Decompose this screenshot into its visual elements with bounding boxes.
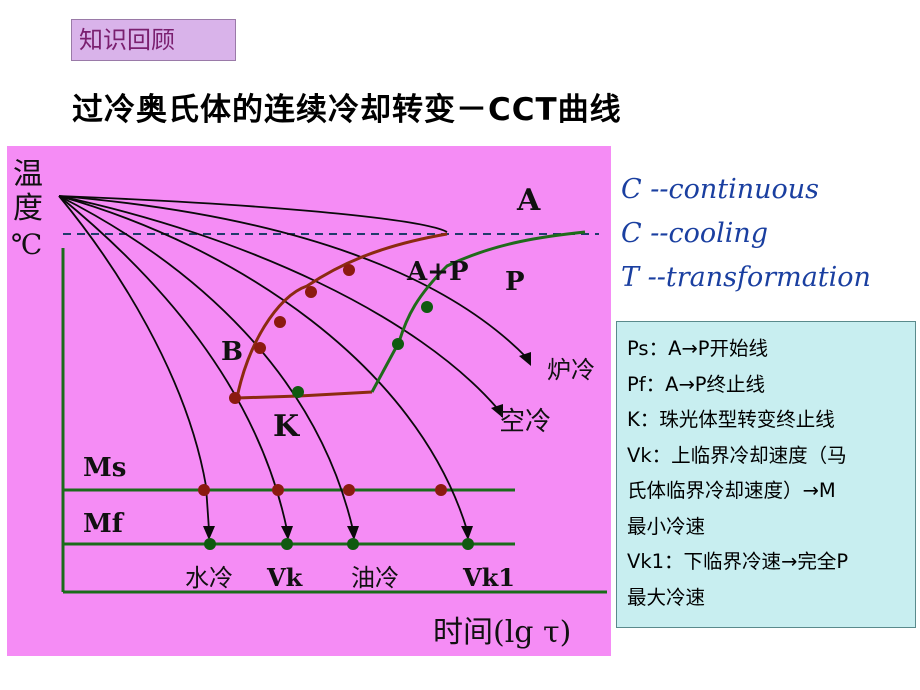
- definition-pf: Pf：A→P终止线: [627, 372, 766, 396]
- label-vk: Vk: [266, 563, 304, 592]
- dot-mf-water: [204, 538, 216, 550]
- definition-vk-1: Vk：上临界冷却速度（马: [627, 443, 847, 467]
- label-vk1: Vk1: [462, 563, 515, 592]
- label-mf: Mf: [83, 509, 125, 539]
- label-b: B: [221, 337, 243, 367]
- dot-ms-oil: [343, 484, 355, 496]
- ctt-word-transformation: --transformation: [647, 262, 871, 293]
- definitions-box: Ps：A→P开始线 Pf：A→P终止线 K：珠光体型转变终止线 Vk：上临界冷却…: [616, 321, 916, 628]
- cooling-curve-vk1: [58, 195, 468, 531]
- page-title: 过冷奥氏体的连续冷却转变－CCT曲线: [72, 92, 622, 128]
- arrow-oil: [347, 526, 359, 540]
- label-k: K: [273, 409, 300, 444]
- dot-k-2: [292, 386, 304, 398]
- dot-ps-1: [343, 264, 355, 276]
- ctt-word-continuous: --continuous: [650, 174, 820, 205]
- dot-k-1: [229, 392, 241, 404]
- definition-k: K：珠光体型转变终止线: [627, 408, 835, 431]
- cct-diagram: 温 度 ℃ A A+P P B K Ms Mf 炉冷 空冷 水冷 Vk 油冷 V…: [7, 146, 611, 656]
- dot-mf-vk1: [462, 538, 474, 550]
- cct-svg: 温 度 ℃ A A+P P B K Ms Mf 炉冷 空冷 水冷 Vk 油冷 V…: [11, 157, 607, 650]
- definition-ps: Ps：A→P开始线: [627, 337, 769, 360]
- dot-mf-oil: [347, 538, 359, 550]
- label-air: 空冷: [499, 407, 551, 437]
- k-line: [236, 390, 373, 400]
- arrow-vk1: [461, 526, 473, 540]
- label-oil: 油冷: [351, 564, 399, 592]
- dot-pf-2: [392, 338, 404, 350]
- ps-line: [235, 232, 448, 399]
- cooling-curve-air: [58, 195, 498, 409]
- arrow-water: [203, 526, 215, 540]
- label-ms: Ms: [83, 453, 126, 483]
- definition-vk1-2: 最大冷速: [627, 585, 706, 609]
- ctt-letter-t: T: [621, 262, 640, 293]
- label-water: 水冷: [185, 564, 233, 592]
- section-tag: 知识回顾: [71, 19, 236, 61]
- label-ap: A+P: [406, 257, 469, 287]
- arrow-furnace: [519, 352, 531, 366]
- arrow-vk: [281, 526, 293, 540]
- label-furnace: 炉冷: [547, 356, 595, 384]
- definition-vk-3: 最小冷速: [627, 514, 706, 538]
- ctt-row-cooling: C --cooling: [621, 212, 871, 256]
- ctt-word-cooling: --cooling: [650, 218, 769, 249]
- label-p: P: [505, 267, 525, 297]
- y-label-1: 温: [13, 157, 43, 192]
- dot-ms-vk: [272, 484, 284, 496]
- y-label-3: ℃: [11, 228, 42, 261]
- cooling-curve-upper: [58, 195, 448, 233]
- ctt-letter-c1: C: [621, 174, 642, 205]
- ctt-row-continuous: C --continuous: [621, 168, 871, 212]
- cooling-curve-vk: [58, 195, 288, 531]
- x-axis-label: 时间(lg τ): [433, 615, 571, 650]
- label-a: A: [516, 183, 541, 218]
- dot-ms-vk1: [435, 484, 447, 496]
- dot-ps-4: [254, 342, 266, 354]
- definition-vk1-1: Vk1：下临界冷速→完全P: [627, 550, 849, 573]
- dot-ps-3: [274, 316, 286, 328]
- ctt-row-transformation: T --transformation: [621, 256, 871, 300]
- y-label-2: 度: [13, 191, 43, 226]
- ctt-explanation: C --continuous C --cooling T --transform…: [621, 168, 871, 300]
- arrow-air: [491, 404, 503, 418]
- dot-pf-1: [421, 301, 433, 313]
- dot-mf-vk: [281, 538, 293, 550]
- dot-ms-water: [198, 484, 210, 496]
- ctt-letter-c2: C: [621, 218, 642, 249]
- cooling-curve-water: [58, 195, 210, 531]
- dot-ps-2: [305, 286, 317, 298]
- definition-vk-2: 氏体临界冷却速度）→M: [627, 479, 836, 502]
- cooling-curve-oil: [58, 195, 354, 531]
- pf-line: [370, 230, 586, 393]
- cooling-curve-furnace: [58, 195, 528, 359]
